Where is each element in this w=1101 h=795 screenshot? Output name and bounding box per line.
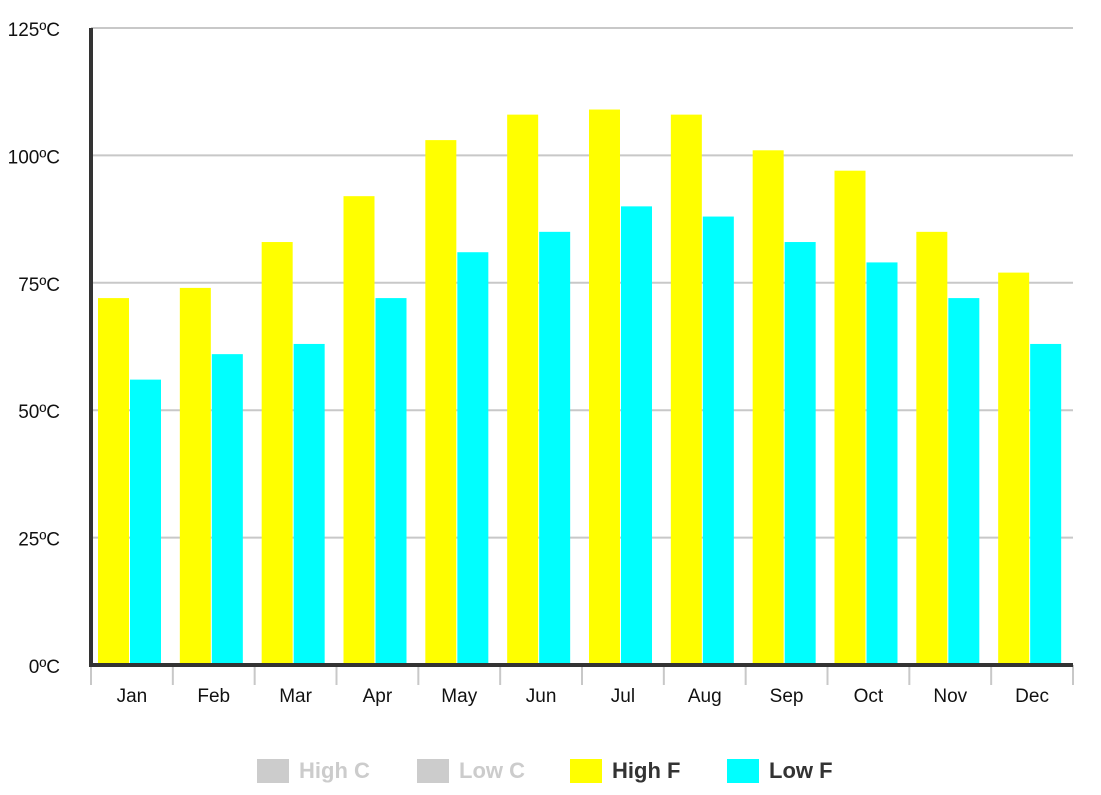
- legend-label[interactable]: High F: [612, 758, 680, 783]
- x-tick-label: Dec: [1015, 686, 1049, 707]
- bar: [834, 170, 866, 666]
- bar: [589, 109, 620, 665]
- x-tick-label: Sep: [770, 686, 804, 707]
- y-tick-label: 125ºC: [8, 20, 60, 41]
- x-tick-label: Oct: [854, 686, 884, 707]
- bar: [98, 298, 129, 665]
- legend-swatch[interactable]: [727, 759, 759, 783]
- bar: [752, 150, 784, 665]
- bar: [425, 140, 457, 665]
- x-tick-label: Aug: [688, 686, 722, 707]
- bar: [507, 114, 539, 665]
- bar: [866, 262, 898, 665]
- bar: [621, 206, 652, 666]
- y-tick-label: 25ºC: [18, 530, 60, 551]
- x-tick-label: Jul: [611, 686, 635, 707]
- y-tick-label: 50ºC: [18, 402, 60, 423]
- bar: [702, 216, 734, 665]
- legend-label[interactable]: Low F: [769, 758, 833, 783]
- legend-swatch[interactable]: [570, 759, 602, 783]
- bar: [343, 196, 375, 665]
- bar: [948, 298, 980, 665]
- x-tick-label: Jun: [526, 686, 557, 707]
- legend-swatch[interactable]: [257, 759, 289, 783]
- y-tick-label: 0ºC: [29, 657, 60, 678]
- bar: [293, 343, 325, 665]
- legend-swatch[interactable]: [417, 759, 449, 783]
- x-tick-label: Apr: [363, 686, 393, 707]
- legend-label[interactable]: Low C: [459, 758, 525, 783]
- x-tick-label: Mar: [279, 686, 312, 707]
- bar: [1030, 343, 1062, 665]
- bar: [179, 287, 211, 665]
- bar: [130, 379, 161, 665]
- legend-label[interactable]: High C: [299, 758, 370, 783]
- y-tick-label: 100ºC: [8, 147, 60, 168]
- bar: [916, 231, 948, 665]
- x-tick-label: Feb: [197, 686, 230, 707]
- bar: [211, 354, 243, 665]
- bar: [784, 242, 816, 666]
- bar: [261, 242, 293, 666]
- y-tick-label: 75ºC: [18, 275, 60, 296]
- bar: [539, 231, 571, 665]
- x-tick-label: Jan: [117, 686, 148, 707]
- bar: [998, 272, 1030, 665]
- bar: [670, 114, 702, 665]
- bar: [375, 298, 407, 665]
- bar: [457, 252, 489, 665]
- x-tick-label: Nov: [933, 686, 967, 707]
- x-tick-label: May: [441, 686, 477, 707]
